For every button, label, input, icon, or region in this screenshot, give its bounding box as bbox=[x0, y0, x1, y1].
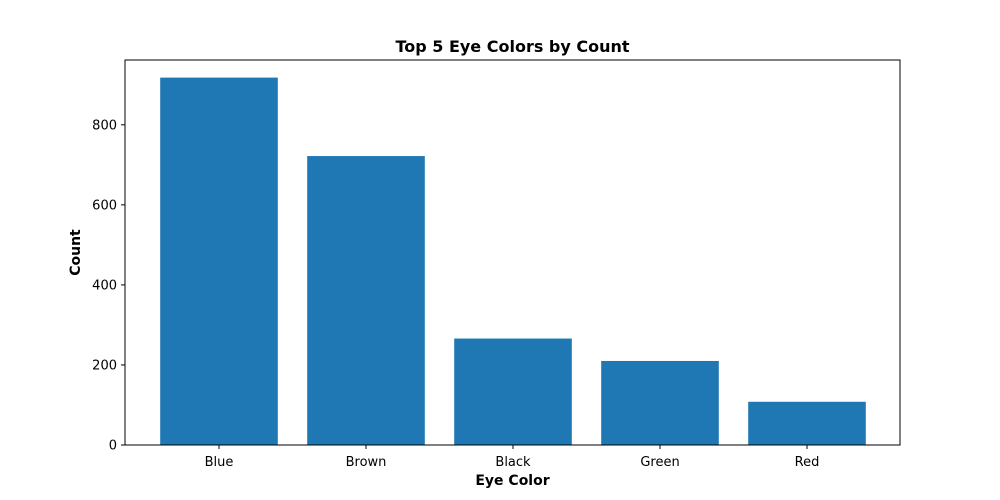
y-axis: 0 200 400 600 800 bbox=[92, 118, 125, 454]
y-tick-label: 400 bbox=[92, 278, 117, 293]
x-tick-label: Black bbox=[495, 455, 531, 470]
x-tick-label: Green bbox=[640, 455, 679, 470]
bar-blue bbox=[160, 77, 278, 446]
bar-red bbox=[748, 401, 866, 445]
bars-group bbox=[160, 77, 866, 446]
plot-frame bbox=[124, 59, 901, 446]
chart-title: Top 5 Eye Colors by Count bbox=[395, 37, 629, 56]
y-tick-label: 0 bbox=[109, 439, 117, 454]
x-tick-label: Blue bbox=[205, 455, 234, 470]
bar-brown bbox=[307, 156, 425, 446]
y-tick-label: 800 bbox=[92, 118, 117, 133]
y-tick-label: 600 bbox=[92, 198, 117, 213]
x-axis: Blue Brown Black Green Red bbox=[205, 445, 820, 470]
bar-black bbox=[454, 338, 572, 445]
bar-green bbox=[601, 360, 719, 445]
y-tick-label: 200 bbox=[92, 358, 117, 373]
y-axis-label: Count bbox=[68, 229, 84, 276]
x-tick-label: Brown bbox=[346, 455, 387, 470]
x-tick-label: Red bbox=[795, 455, 820, 470]
x-axis-label: Eye Color bbox=[475, 473, 549, 489]
